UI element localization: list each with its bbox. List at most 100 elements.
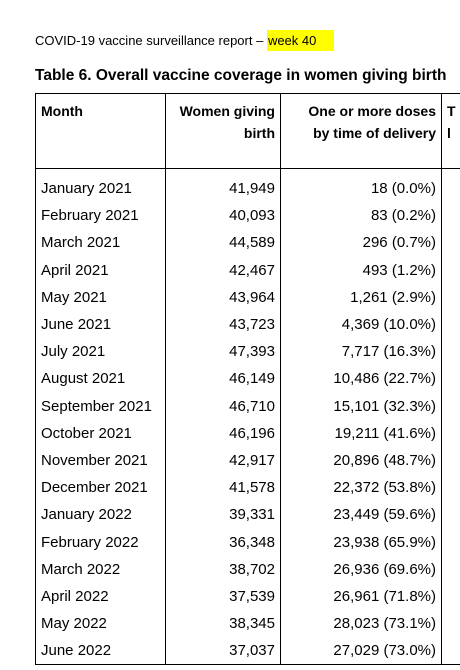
table-row: December 2021 41,578 22,372 (53.8%) — [35, 474, 460, 502]
value-cell: 27,029 (73.0%) — [280, 637, 442, 666]
value-cell: 37,037 — [165, 637, 281, 666]
table-row: March 2021 44,589 296 (0.7%) — [35, 229, 460, 257]
value-cell: 46,196 — [165, 419, 281, 447]
month-cell: February 2021 — [35, 202, 166, 230]
value-cell: 44,589 — [165, 229, 281, 257]
value-cell: 26,936 (69.6%) — [280, 555, 442, 583]
header-line: Month — [41, 103, 83, 119]
table-row: October 2021 46,196 19,211 (41.6%) — [35, 419, 460, 447]
table-row: February 2021 40,093 83 (0.2%) — [35, 202, 460, 230]
table-body: January 2021 41,949 18 (0.0%) February 2021… — [35, 168, 460, 666]
month-cell: May 2022 — [35, 610, 166, 638]
value-cell: 19,211 (41.6%) — [280, 419, 442, 447]
value-cell: 46,710 — [165, 392, 281, 420]
table-row: June 2021 43,723 4,369 (10.0%) — [35, 310, 460, 339]
value-cell: 39,331 — [165, 501, 281, 529]
clipped-cell — [441, 446, 460, 475]
month-cell: August 2021 — [35, 365, 166, 393]
clipped-cell — [441, 202, 460, 230]
clipped-cell — [441, 365, 460, 393]
value-cell: 42,467 — [165, 256, 281, 284]
value-cell: 41,949 — [165, 168, 281, 203]
month-cell: February 2022 — [35, 528, 166, 556]
clipped-cell — [441, 256, 460, 284]
header-line: T — [447, 103, 456, 119]
table-row: May 2022 38,345 28,023 (73.1%) — [35, 610, 460, 638]
month-cell: November 2021 — [35, 446, 166, 475]
table-row: April 2021 42,467 493 (1.2%) — [35, 256, 460, 284]
month-cell: June 2021 — [35, 310, 166, 339]
table-row: August 2021 46,149 10,486 (22.7%) — [35, 365, 460, 393]
clipped-cell — [441, 338, 460, 366]
value-cell: 18 (0.0%) — [280, 168, 442, 203]
value-cell: 36,348 — [165, 528, 281, 556]
value-cell: 23,449 (59.6%) — [280, 501, 442, 529]
value-cell: 40,093 — [165, 202, 281, 230]
clipped-cell — [441, 419, 460, 447]
table-row: January 2022 39,331 23,449 (59.6%) — [35, 501, 460, 529]
column-header: Women giving birth — [165, 93, 281, 169]
header-text: COVID-19 vaccine surveillance report – — [35, 33, 267, 48]
header-line: by time of delivery — [313, 125, 436, 141]
value-cell: 37,539 — [165, 582, 281, 610]
value-cell: 22,372 (53.8%) — [280, 474, 442, 502]
month-cell: June 2022 — [35, 637, 166, 666]
report-header: COVID-19 vaccine surveillance report – w… — [35, 30, 335, 51]
month-cell: December 2021 — [35, 474, 166, 502]
value-cell: 7,717 (16.3%) — [280, 338, 442, 366]
value-cell: 38,345 — [165, 610, 281, 638]
month-cell: July 2021 — [35, 338, 166, 366]
clipped-cell — [441, 637, 460, 666]
header-line: l — [447, 125, 451, 141]
month-cell: March 2022 — [35, 555, 166, 583]
value-cell: 296 (0.7%) — [280, 229, 442, 257]
month-cell: September 2021 — [35, 392, 166, 420]
value-cell: 47,393 — [165, 338, 281, 366]
value-cell: 46,149 — [165, 365, 281, 393]
table-row: September 2021 46,710 15,101 (32.3%) — [35, 392, 460, 420]
coverage-table: Month Women giving birth One or more doses b… — [35, 93, 460, 666]
value-cell: 43,723 — [165, 310, 281, 339]
header-row: Month Women giving birth One or more doses b… — [35, 93, 460, 169]
value-cell: 1,261 (2.9%) — [280, 283, 442, 311]
month-cell: April 2022 — [35, 582, 166, 610]
clipped-cell — [441, 310, 460, 339]
value-cell: 23,938 (65.9%) — [280, 528, 442, 556]
month-cell: January 2021 — [35, 168, 166, 203]
month-cell: May 2021 — [35, 283, 166, 311]
clipped-cell — [441, 582, 460, 610]
month-cell: April 2021 — [35, 256, 166, 284]
header-line: Women giving — [179, 103, 275, 119]
clipped-cell — [441, 610, 460, 638]
value-cell: 42,917 — [165, 446, 281, 475]
month-cell: March 2021 — [35, 229, 166, 257]
clipped-cell — [441, 283, 460, 311]
table-title: Table 6. Overall vaccine coverage in wom… — [35, 67, 447, 84]
table-row: July 2021 47,393 7,717 (16.3%) — [35, 338, 460, 366]
table-row: February 2022 36,348 23,938 (65.9%) — [35, 528, 460, 556]
table-row: May 2021 43,964 1,261 (2.9%) — [35, 283, 460, 311]
value-cell: 41,578 — [165, 474, 281, 502]
header-highlight: week 40 — [266, 30, 335, 51]
table-row: April 2022 37,539 26,961 (71.8%) — [35, 582, 460, 610]
table-wrap: Month Women giving birth One or more doses b… — [35, 93, 460, 670]
table-row: January 2021 41,949 18 (0.0%) — [35, 168, 460, 203]
table-row: November 2021 42,917 20,896 (48.7%) — [35, 446, 460, 475]
value-cell: 28,023 (73.1%) — [280, 610, 442, 638]
value-cell: 10,486 (22.7%) — [280, 365, 442, 393]
value-cell: 83 (0.2%) — [280, 202, 442, 230]
clipped-cell — [441, 229, 460, 257]
clipped-cell — [441, 555, 460, 583]
table-row: June 2022 37,037 27,029 (73.0%) — [35, 637, 460, 666]
clipped-cell — [441, 168, 460, 203]
month-cell: October 2021 — [35, 419, 166, 447]
clipped-cell — [441, 501, 460, 529]
table-row: March 2022 38,702 26,936 (69.6%) — [35, 555, 460, 583]
column-header: One or more doses by time of delivery — [280, 93, 442, 169]
value-cell: 38,702 — [165, 555, 281, 583]
clipped-cell — [441, 392, 460, 420]
value-cell: 15,101 (32.3%) — [280, 392, 442, 420]
clipped-cell — [441, 528, 460, 556]
value-cell: 20,896 (48.7%) — [280, 446, 442, 475]
